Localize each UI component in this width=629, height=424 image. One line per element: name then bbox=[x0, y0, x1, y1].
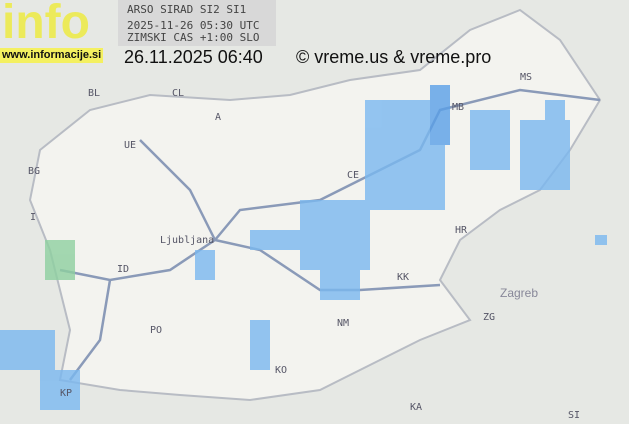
logo-url[interactable]: www.informacije.si bbox=[0, 48, 104, 63]
radar-echoes bbox=[0, 85, 607, 410]
label-ko: KO bbox=[275, 365, 288, 376]
info-logo: info bbox=[2, 0, 90, 46]
label-id: ID bbox=[117, 264, 130, 275]
label-po: PO bbox=[150, 325, 163, 336]
header-source: ARSO SIRAD SI2 SI1 bbox=[127, 3, 247, 16]
label-kp: KP bbox=[60, 388, 73, 399]
label-nm: NM bbox=[337, 318, 350, 329]
label-zg: ZG bbox=[483, 312, 496, 323]
label-hr: HR bbox=[455, 225, 468, 236]
label-a: A bbox=[215, 112, 222, 123]
label-ljubljana: Ljubljana bbox=[160, 235, 215, 246]
label-i: I bbox=[30, 212, 37, 223]
label-kk: KK bbox=[397, 272, 410, 283]
label-bg: BG bbox=[28, 166, 41, 177]
label-ce: CE bbox=[347, 170, 360, 181]
label-mb: MB bbox=[452, 102, 465, 113]
label-bl: BL bbox=[88, 88, 101, 99]
label-ue: UE bbox=[124, 140, 137, 151]
label-zagreb: Zagreb bbox=[500, 286, 539, 300]
label-si: SI bbox=[568, 410, 581, 421]
header-utc-time: 2025-11-26 05:30 UTC bbox=[127, 19, 260, 32]
label-cl: CL bbox=[172, 88, 185, 99]
label-ms: MS bbox=[520, 72, 533, 83]
local-time: 26.11.2025 06:40 bbox=[124, 47, 263, 67]
header-timezone: ZIMSKI CAS +1:00 SLO bbox=[127, 31, 260, 44]
header-box bbox=[118, 0, 276, 46]
copyright: © vreme.us & vreme.pro bbox=[296, 47, 492, 67]
label-ka: KA bbox=[410, 402, 423, 413]
